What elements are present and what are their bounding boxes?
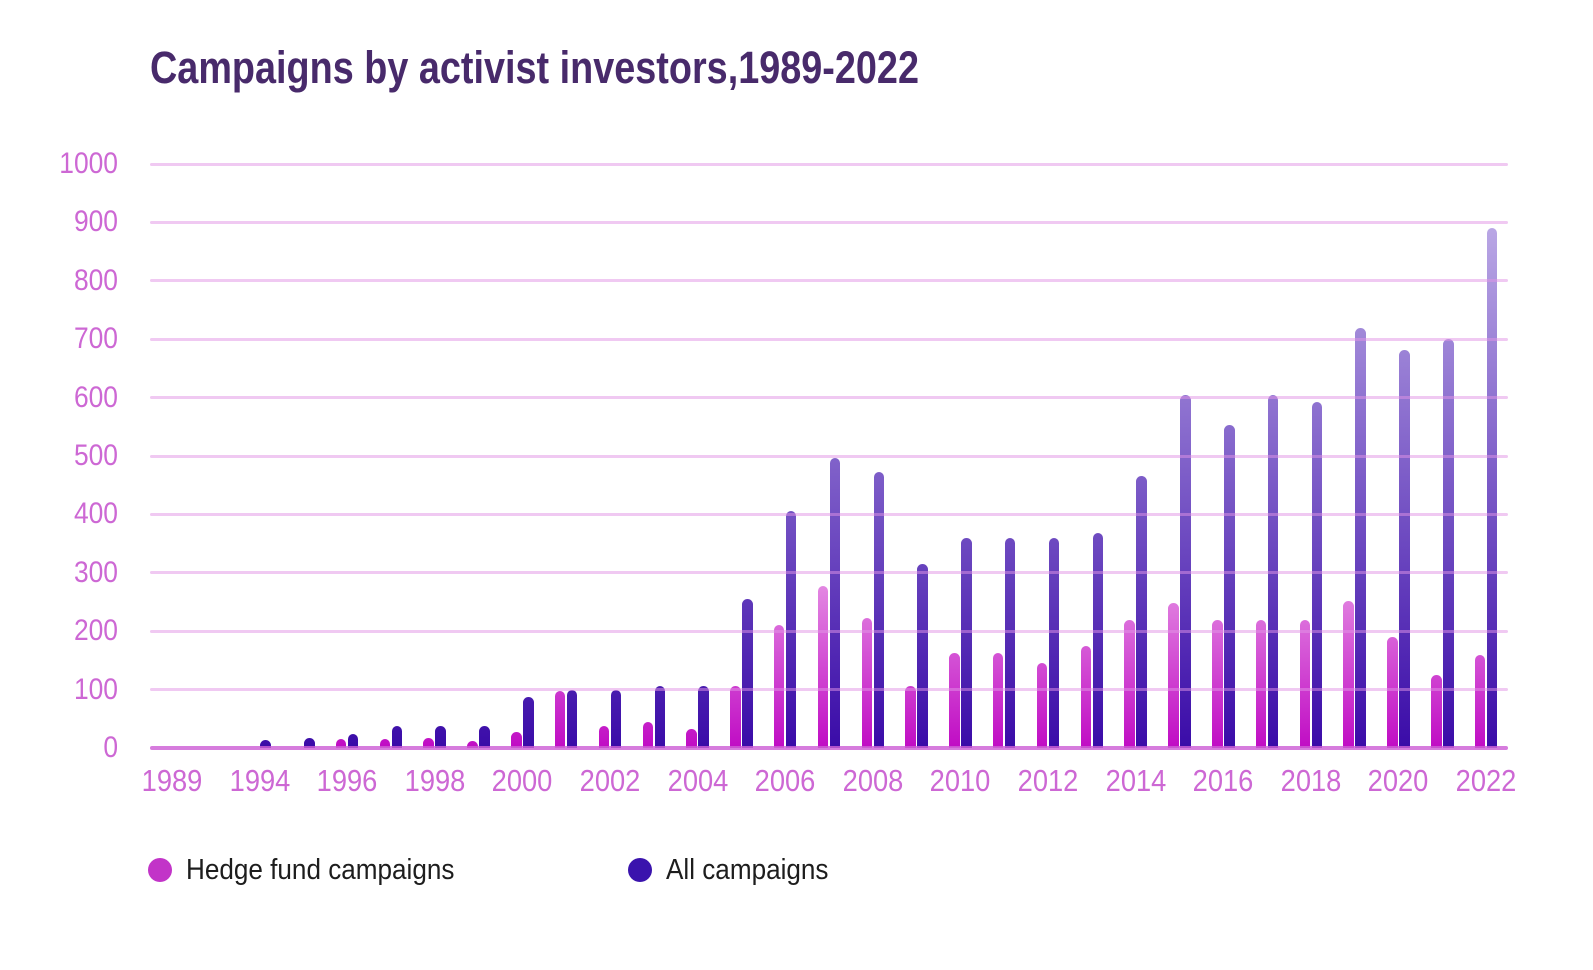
bar-2001-hedge xyxy=(554,691,566,748)
x-axis-tick-label: 2020 xyxy=(1368,763,1429,798)
bar-2006-all xyxy=(785,511,797,748)
y-axis-tick-label: 1000 xyxy=(59,147,118,180)
bar-2002-all xyxy=(610,689,622,748)
x-axis-tick-label: 1996 xyxy=(316,763,378,798)
bar-2010-all xyxy=(961,537,972,748)
bar-2015-hedge xyxy=(1168,603,1179,748)
bar-1998-all xyxy=(435,725,446,748)
bar-2011-hedge xyxy=(992,653,1004,748)
bar-2007-all xyxy=(829,457,841,748)
bar-1994-all xyxy=(260,739,271,748)
bar-2007-hedge xyxy=(817,585,829,748)
legend-item-hedge-fund-campaigns: Hedge fund campaigns xyxy=(148,852,484,888)
bar-2008-all xyxy=(873,472,885,748)
bar-2000-all xyxy=(523,696,534,748)
legend: Hedge fund campaigns All campaigns xyxy=(0,852,1593,888)
bar-2001-all xyxy=(566,689,578,748)
bar-2014-all xyxy=(1136,476,1147,748)
y-axis-tick-label: 300 xyxy=(73,555,118,589)
bar-2014-hedge xyxy=(1124,619,1135,748)
legend-dot-all-icon xyxy=(628,858,652,882)
y-axis-tick-label: 400 xyxy=(73,497,118,531)
y-axis-tick-label: 900 xyxy=(73,205,118,239)
bar-2020-hedge xyxy=(1387,637,1398,748)
bar-2017-hedge xyxy=(1255,619,1267,748)
y-axis-tick-label: 500 xyxy=(73,439,118,472)
bar-2015-all xyxy=(1180,394,1191,748)
y-axis-tick-label: 0 xyxy=(103,731,118,764)
bar-2016-hedge xyxy=(1212,619,1223,748)
bar-2020-all xyxy=(1399,349,1410,748)
plot-area xyxy=(150,162,1508,750)
bar-2003-all xyxy=(654,685,666,748)
bar-2000-hedge xyxy=(511,732,522,748)
bar-2021-hedge xyxy=(1431,675,1442,748)
bar-2010-hedge xyxy=(949,653,960,748)
bar-1996-all xyxy=(347,733,359,748)
x-axis-tick-label: 2002 xyxy=(579,763,641,798)
bar-2018-hedge xyxy=(1299,619,1311,748)
x-axis-tick-label: 2012 xyxy=(1017,763,1079,798)
bar-2011-all xyxy=(1004,537,1016,748)
bar-2009-all xyxy=(917,564,928,748)
bar-2005-hedge xyxy=(730,685,741,748)
y-axis-tick-label: 100 xyxy=(73,672,118,706)
bar-1999-hedge xyxy=(467,741,478,748)
legend-item-all-campaigns: All campaigns xyxy=(628,852,847,888)
bar-2021-all xyxy=(1443,339,1454,748)
y-axis-tick-label: 200 xyxy=(73,614,118,648)
legend-label: All campaigns xyxy=(666,853,829,886)
bar-2019-hedge xyxy=(1343,600,1354,748)
bar-2013-all xyxy=(1092,533,1104,748)
bar-2002-hedge xyxy=(598,725,610,748)
x-axis-tick-label: 2004 xyxy=(667,763,728,798)
y-axis-tick-label: 600 xyxy=(73,380,118,414)
bar-2005-all xyxy=(742,599,753,748)
chart-title: Campaigns by activist investors,1989-202… xyxy=(150,42,919,93)
bar-2009-hedge xyxy=(905,685,916,748)
bar-2004-all xyxy=(698,685,709,748)
bar-2012-hedge xyxy=(1036,663,1048,748)
x-axis-tick-label: 2016 xyxy=(1192,763,1254,798)
bar-2003-hedge xyxy=(642,722,654,748)
legend-dot-hedge-icon xyxy=(148,858,172,882)
bar-1998-hedge xyxy=(423,738,434,748)
bar-1997-all xyxy=(391,725,403,748)
x-axis-tick-label: 2008 xyxy=(842,763,904,798)
bar-2016-all xyxy=(1224,425,1235,748)
bar-2022-hedge xyxy=(1474,654,1486,748)
bar-2017-all xyxy=(1267,394,1279,748)
bar-2006-hedge xyxy=(773,625,785,748)
x-axis-tick-label: 1989 xyxy=(141,763,203,798)
bar-1995-all xyxy=(304,737,315,748)
x-axis-tick-label: 2018 xyxy=(1280,763,1342,798)
bar-2008-hedge xyxy=(861,618,873,748)
bar-2012-all xyxy=(1048,537,1060,748)
x-axis-tick-label: 1998 xyxy=(404,763,466,798)
bar-1997-hedge xyxy=(379,739,391,748)
bar-2019-all xyxy=(1355,327,1366,748)
bar-2018-all xyxy=(1311,401,1323,748)
x-axis-tick-label: 1994 xyxy=(229,763,290,798)
legend-label: Hedge fund campaigns xyxy=(186,853,455,886)
bar-2013-hedge xyxy=(1080,645,1092,748)
y-axis-tick-label: 800 xyxy=(73,263,118,297)
bar-2004-hedge xyxy=(686,728,697,748)
x-axis-tick-label: 2000 xyxy=(491,763,553,798)
bar-2022-all xyxy=(1486,228,1498,748)
x-axis-tick-label: 2014 xyxy=(1105,763,1166,798)
bars-layer xyxy=(150,164,1508,748)
bar-1999-all xyxy=(479,725,490,748)
y-axis-tick-label: 700 xyxy=(73,322,118,356)
x-axis-tick-label: 2022 xyxy=(1455,763,1517,798)
bar-1996-hedge xyxy=(335,739,347,748)
x-axis-tick-label: 2010 xyxy=(930,763,991,798)
x-axis-tick-label: 2006 xyxy=(754,763,816,798)
